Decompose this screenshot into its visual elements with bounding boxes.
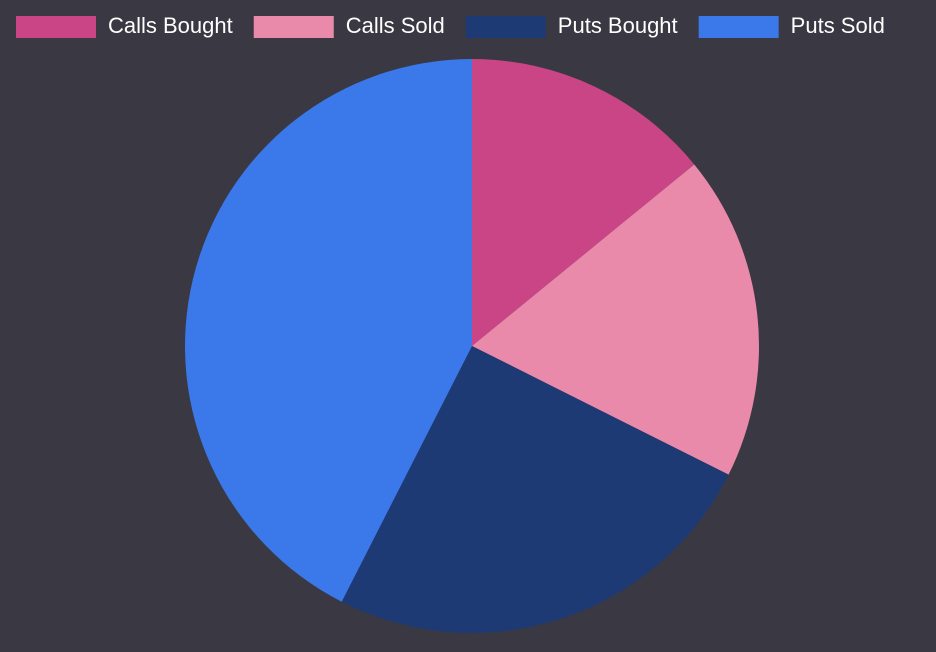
pie-slice [341, 346, 729, 633]
legend-label: Calls Sold [346, 13, 445, 38]
legend-label: Puts Bought [558, 13, 678, 38]
legend-swatch [465, 16, 546, 38]
pie-slice [472, 164, 759, 475]
legend-label: Puts Sold [791, 13, 885, 38]
legend-swatch [16, 16, 96, 38]
legend-label: Calls Bought [108, 13, 233, 38]
pie-slice [184, 59, 473, 602]
legend-swatch [698, 16, 779, 38]
legend-swatch [253, 16, 334, 38]
pie-slice [472, 59, 695, 346]
